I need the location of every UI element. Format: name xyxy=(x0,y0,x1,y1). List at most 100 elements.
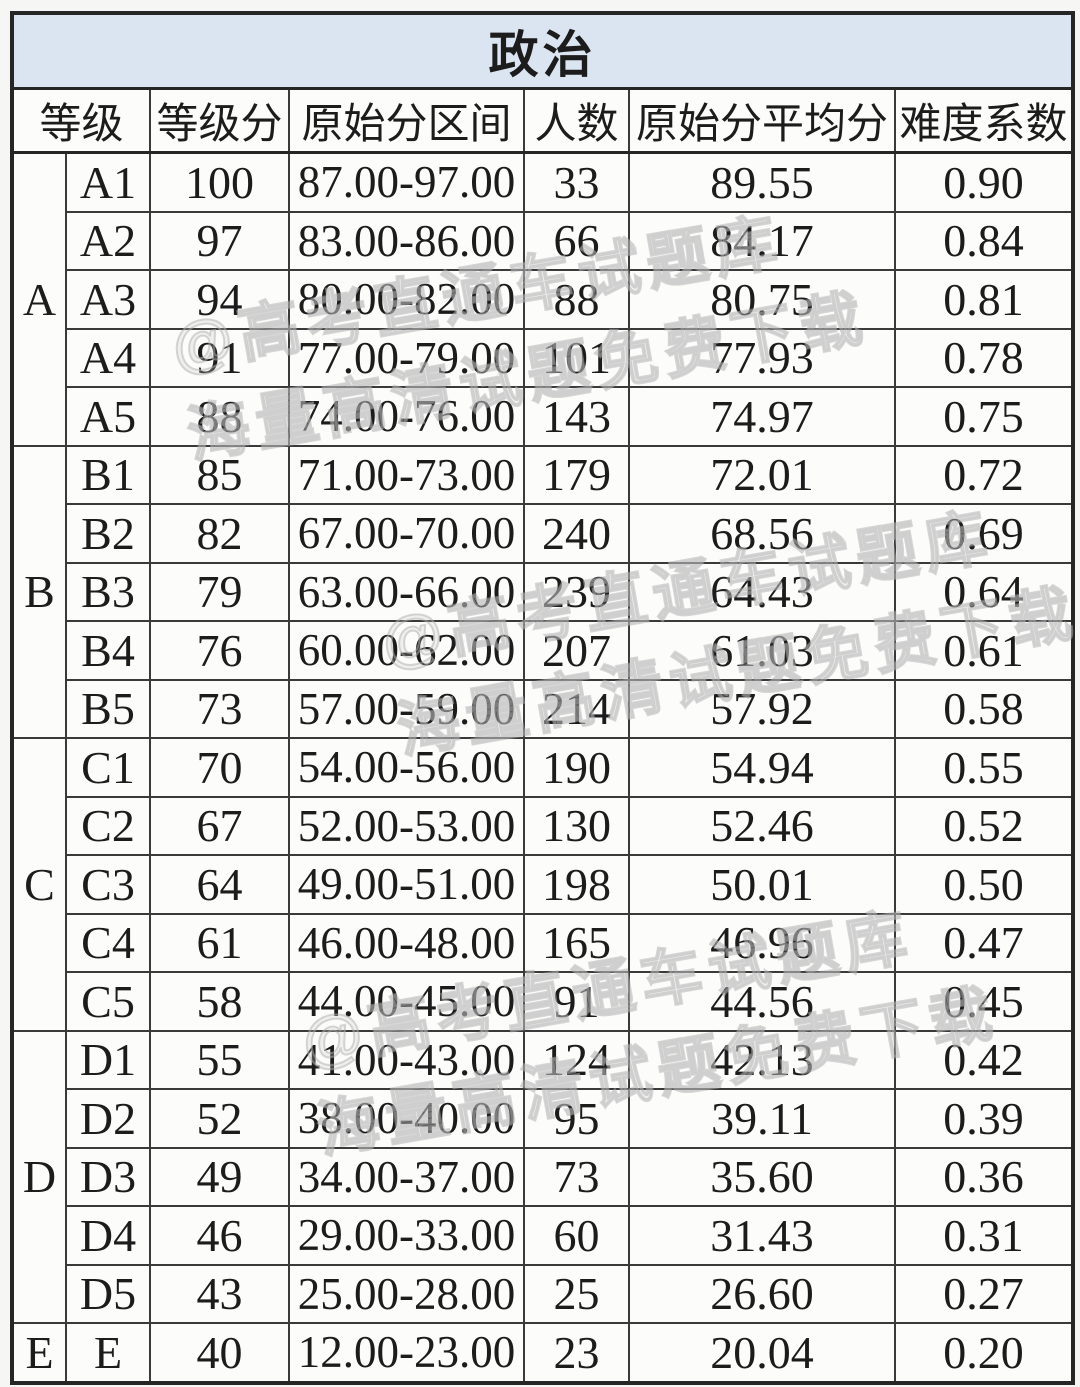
group-letter-cell: B xyxy=(11,444,67,739)
cell-raw-range: 12.00-23.00 xyxy=(288,1322,525,1384)
group-letter-cell: D xyxy=(11,1029,67,1324)
cell-raw-range: 80.00-82.00 xyxy=(288,269,525,330)
cell-grade-score: 100 xyxy=(149,151,290,213)
cell-grade-score: 67 xyxy=(149,795,290,856)
cell-raw-range: 41.00-43.00 xyxy=(288,1029,525,1090)
cell-raw-avg: 61.03 xyxy=(628,620,896,681)
cell-raw-range: 83.00-86.00 xyxy=(288,210,525,271)
cell-grade: D5 xyxy=(65,1263,151,1324)
cell-difficulty: 0.20 xyxy=(894,1322,1074,1384)
cell-grade: C1 xyxy=(65,737,151,798)
cell-raw-avg: 35.60 xyxy=(628,1146,896,1207)
table-row-D4: D4 46 29.00-33.00 60 31.43 0.31 xyxy=(12,1205,1074,1266)
cell-raw-avg: 42.13 xyxy=(628,1029,896,1090)
cell-count: 130 xyxy=(523,795,630,856)
table-row-D2: D2 52 38.00-40.00 95 39.11 0.39 xyxy=(12,1088,1074,1149)
cell-raw-range: 54.00-56.00 xyxy=(288,737,525,798)
table-title: 政治 xyxy=(11,12,1074,90)
cell-raw-avg: 20.04 xyxy=(628,1322,896,1384)
cell-grade-score: 49 xyxy=(149,1146,290,1207)
cell-difficulty: 0.39 xyxy=(894,1088,1074,1149)
cell-grade: D2 xyxy=(65,1088,151,1149)
cell-difficulty: 0.50 xyxy=(894,854,1074,915)
cell-grade: B4 xyxy=(65,620,151,681)
cell-raw-avg: 80.75 xyxy=(628,269,896,330)
cell-grade: B5 xyxy=(65,678,151,739)
cell-raw-range: 49.00-51.00 xyxy=(288,854,525,915)
politics-score-table: 政治 等级 等级分 原始分区间 人数 原始分平均分 难度系数 A A1 100 87.… xyxy=(10,11,1075,1385)
cell-count: 179 xyxy=(523,444,630,505)
cell-raw-avg: 31.43 xyxy=(628,1205,896,1266)
cell-difficulty: 0.78 xyxy=(894,327,1074,388)
cell-difficulty: 0.81 xyxy=(894,269,1074,330)
cell-grade: A2 xyxy=(65,210,151,271)
cell-raw-range: 63.00-66.00 xyxy=(288,561,525,622)
cell-raw-range: 60.00-62.00 xyxy=(288,620,525,681)
cell-grade: D4 xyxy=(65,1205,151,1266)
cell-grade-score: 94 xyxy=(149,269,290,330)
cell-count: 143 xyxy=(523,386,630,447)
cell-count: 33 xyxy=(523,151,630,213)
table-row-C4: C4 61 46.00-48.00 165 46.96 0.47 xyxy=(12,912,1074,973)
cell-grade-score: 79 xyxy=(149,561,290,622)
cell-raw-range: 77.00-79.00 xyxy=(288,327,525,388)
cell-difficulty: 0.64 xyxy=(894,561,1074,622)
table-row-B5: B5 73 57.00-59.00 214 57.92 0.58 xyxy=(12,678,1074,739)
cell-raw-range: 34.00-37.00 xyxy=(288,1146,525,1207)
cell-count: 165 xyxy=(523,912,630,973)
cell-grade: A4 xyxy=(65,327,151,388)
cell-grade-score: 52 xyxy=(149,1088,290,1149)
score-table-container: 政治 等级 等级分 原始分区间 人数 原始分平均分 难度系数 A A1 100 87.… xyxy=(10,11,1075,1385)
cell-difficulty: 0.75 xyxy=(894,386,1074,447)
cell-count: 60 xyxy=(523,1205,630,1266)
cell-raw-avg: 54.94 xyxy=(628,737,896,798)
cell-grade: A5 xyxy=(65,386,151,447)
table-row-A4: A4 91 77.00-79.00 101 77.93 0.78 xyxy=(12,327,1074,388)
title-row: 政治 xyxy=(11,12,1074,90)
cell-grade-score: 97 xyxy=(149,210,290,271)
cell-grade-score: 55 xyxy=(149,1029,290,1090)
cell-raw-avg: 68.56 xyxy=(628,503,896,564)
table-row-C3: C3 64 49.00-51.00 198 50.01 0.50 xyxy=(12,854,1074,915)
cell-count: 190 xyxy=(523,737,630,798)
cell-grade-score: 40 xyxy=(149,1322,290,1384)
cell-difficulty: 0.84 xyxy=(894,210,1074,271)
header-count: 人数 xyxy=(523,87,630,154)
cell-grade-score: 58 xyxy=(149,971,290,1032)
cell-raw-range: 87.00-97.00 xyxy=(288,151,525,213)
table-row-D3: D3 49 34.00-37.00 73 35.60 0.36 xyxy=(12,1146,1074,1207)
cell-raw-range: 67.00-70.00 xyxy=(288,503,525,564)
cell-grade-score: 70 xyxy=(149,737,290,798)
table-row-D5: D5 43 25.00-28.00 25 26.60 0.27 xyxy=(12,1263,1074,1324)
cell-grade-score: 76 xyxy=(149,620,290,681)
cell-raw-avg: 52.46 xyxy=(628,795,896,856)
cell-difficulty: 0.36 xyxy=(894,1146,1074,1207)
cell-count: 66 xyxy=(523,210,630,271)
cell-raw-range: 38.00-40.00 xyxy=(288,1088,525,1149)
table-row-B3: B3 79 63.00-66.00 239 64.43 0.64 xyxy=(12,561,1074,622)
header-grade: 等级 xyxy=(11,87,151,154)
cell-raw-range: 52.00-53.00 xyxy=(288,795,525,856)
table-row-C1: C C1 70 54.00-56.00 190 54.94 0.55 xyxy=(11,737,1074,1032)
cell-raw-avg: 74.97 xyxy=(628,386,896,447)
cell-raw-avg: 26.60 xyxy=(628,1263,896,1324)
cell-grade-score: 43 xyxy=(149,1263,290,1324)
cell-raw-range: 74.00-76.00 xyxy=(288,386,525,447)
cell-raw-avg: 57.92 xyxy=(628,678,896,739)
cell-difficulty: 0.42 xyxy=(894,1029,1074,1090)
cell-count: 25 xyxy=(523,1263,630,1324)
cell-grade-score: 82 xyxy=(149,503,290,564)
cell-grade: B2 xyxy=(65,503,151,564)
cell-raw-avg: 77.93 xyxy=(628,327,896,388)
cell-grade: B1 xyxy=(65,444,151,505)
header-raw-range: 原始分区间 xyxy=(288,87,525,154)
table-row-A3: A3 94 80.00-82.00 88 80.75 0.81 xyxy=(12,269,1074,330)
header-raw-average: 原始分平均分 xyxy=(628,87,896,154)
cell-raw-range: 29.00-33.00 xyxy=(288,1205,525,1266)
table-row-C2: C2 67 52.00-53.00 130 52.46 0.52 xyxy=(12,795,1074,856)
cell-count: 207 xyxy=(523,620,630,681)
header-row: 等级 等级分 原始分区间 人数 原始分平均分 难度系数 xyxy=(11,87,1074,154)
table-row-B1: B B1 85 71.00-73.00 179 72.01 0.72 xyxy=(11,444,1074,739)
cell-count: 101 xyxy=(523,327,630,388)
table-row-A5: A5 88 74.00-76.00 143 74.97 0.75 xyxy=(12,386,1074,447)
